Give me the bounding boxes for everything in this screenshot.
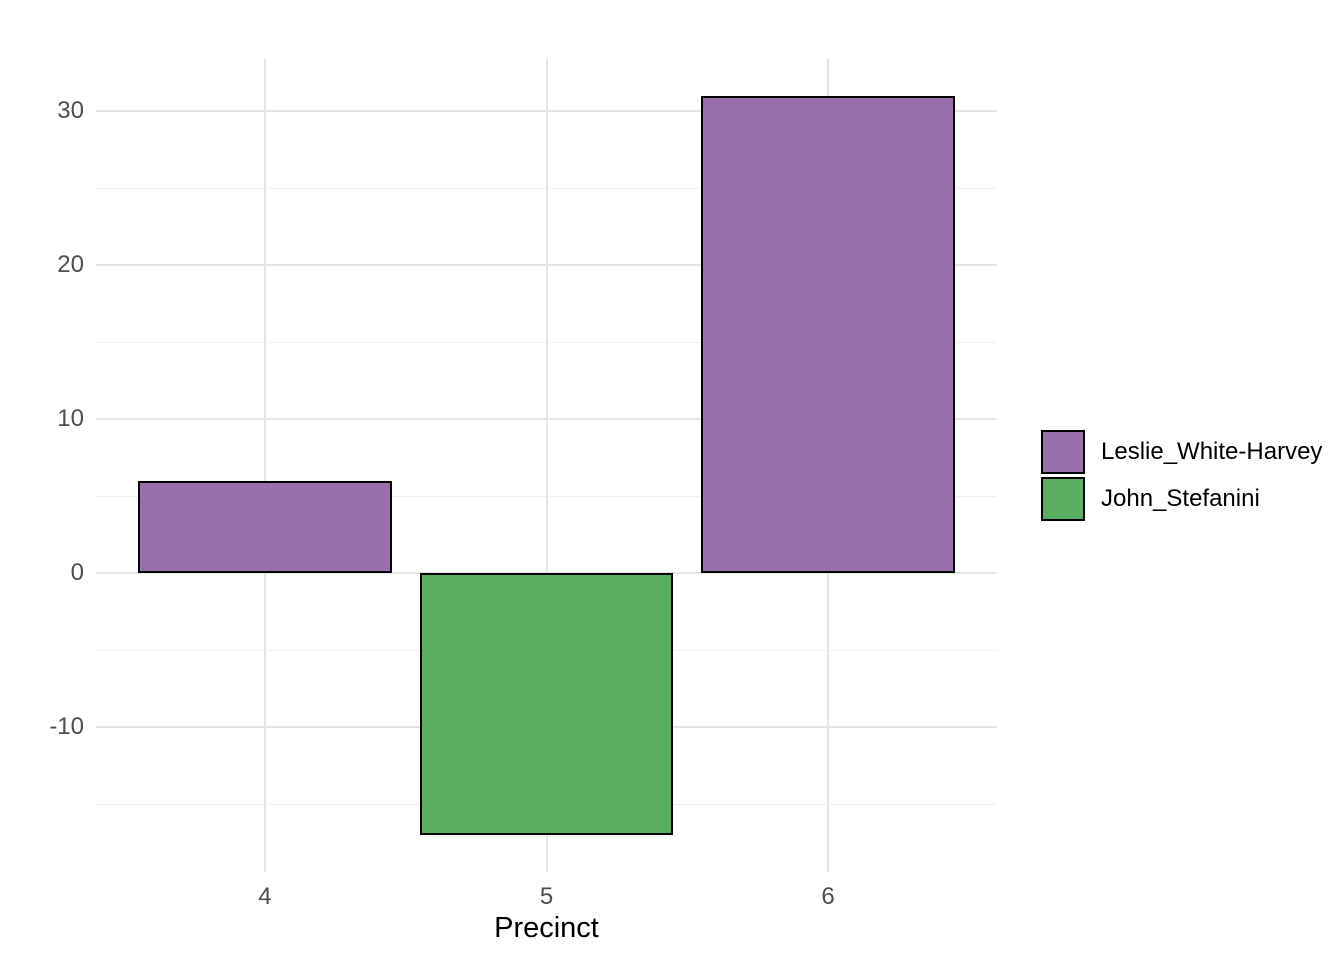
- y-tick-label--10: -10: [49, 713, 84, 740]
- y-tick-label-0: 0: [70, 559, 84, 586]
- y-tick-label-10: 10: [57, 405, 84, 432]
- y-gridline-20: [96, 264, 997, 266]
- x-gridline-5: [545, 59, 548, 872]
- y-tick-label-30: 30: [57, 97, 84, 124]
- legend: Leslie_White-Harvey John_Stefanini: [1041, 430, 1322, 521]
- y-gridline-10: [96, 418, 997, 420]
- y-minor-gridline-5: [96, 496, 997, 497]
- bar-precinct-6: [701, 95, 955, 574]
- x-tick-label-6: 6: [821, 883, 835, 910]
- legend-swatch-icon: [1041, 477, 1085, 521]
- y-gridline-30: [96, 110, 997, 112]
- y-gridline-0: [96, 572, 997, 574]
- bar-precinct-5: [419, 573, 674, 836]
- x-axis-title: Precinct: [494, 912, 599, 944]
- x-tick-label-5: 5: [539, 883, 554, 910]
- x-gridline-4: [263, 59, 266, 872]
- x-tick-label-4: 4: [258, 883, 272, 910]
- bar-precinct-4: [138, 480, 392, 574]
- legend-swatch-icon: [1041, 430, 1085, 474]
- legend-entry: John_Stefanini: [1041, 477, 1322, 521]
- legend-label: John_Stefanini: [1101, 485, 1260, 512]
- legend-label: Leslie_White-Harvey: [1101, 438, 1323, 465]
- legend-entry: Leslie_White-Harvey: [1041, 430, 1322, 474]
- y-minor-gridline-25: [96, 188, 997, 189]
- y-minor-gridline-15: [96, 342, 997, 343]
- y-tick-label-20: 20: [57, 251, 84, 278]
